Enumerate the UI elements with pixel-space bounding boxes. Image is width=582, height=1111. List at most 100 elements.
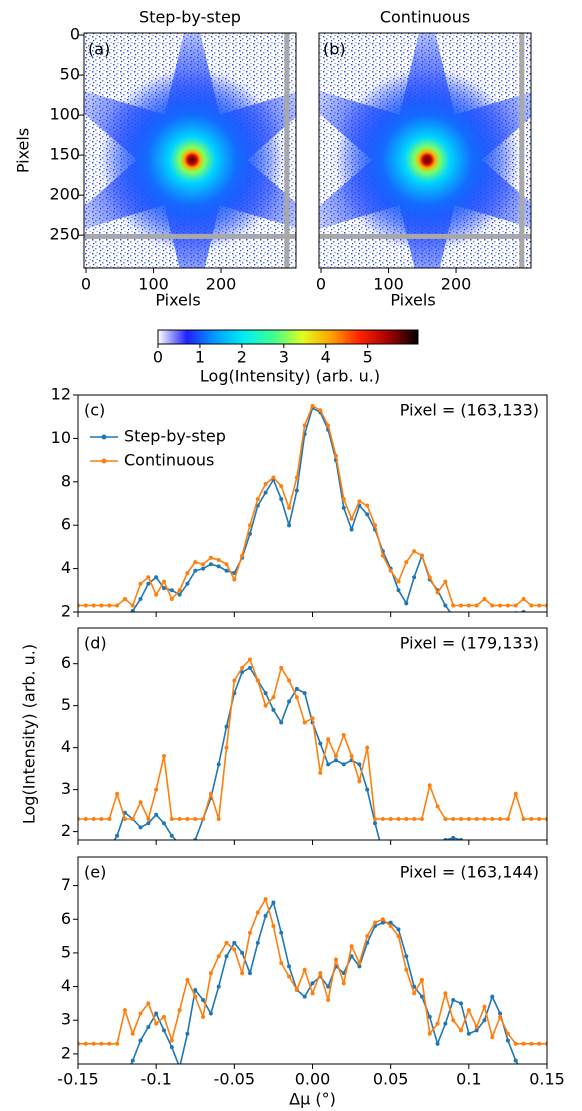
data-point (419, 817, 424, 822)
data-point (177, 817, 182, 822)
data-point (357, 499, 362, 504)
y-tick-label: 200 (49, 185, 80, 204)
data-point (224, 954, 229, 959)
data-point (427, 1031, 432, 1036)
data-point (83, 1041, 88, 1046)
data-point (271, 924, 276, 928)
x-tick-label: 0.1 (456, 1070, 481, 1089)
data-point (318, 971, 323, 976)
data-point (302, 691, 307, 696)
data-point (482, 614, 486, 618)
data-point (521, 1041, 526, 1046)
data-point (388, 568, 393, 573)
data-point (466, 1008, 471, 1013)
data-point (169, 833, 174, 838)
data-point (177, 588, 182, 593)
data-point (193, 987, 198, 992)
data-point (154, 812, 159, 817)
data-point (208, 562, 213, 567)
data-point (91, 817, 96, 822)
data-point (122, 1008, 127, 1013)
data-point (482, 851, 486, 855)
detector-gap-horizontal (84, 233, 296, 239)
data-point (177, 1008, 182, 1013)
data-point (326, 984, 331, 989)
data-point (381, 851, 385, 855)
data-point (521, 817, 526, 822)
data-point (138, 800, 143, 805)
data-point (146, 817, 151, 822)
data-point (294, 987, 299, 992)
data-point (341, 505, 346, 510)
data-point (247, 971, 252, 976)
data-point (287, 974, 292, 979)
legend-label: Step-by-step (124, 427, 226, 446)
x-tick-label: 200 (206, 275, 237, 294)
data-point (451, 817, 456, 822)
y-tick-label: 4 (61, 976, 71, 995)
data-point (482, 1018, 487, 1023)
data-point (169, 817, 174, 822)
data-point (138, 581, 143, 586)
data-point (240, 670, 245, 675)
data-point (302, 423, 307, 428)
data-point (506, 612, 510, 616)
data-point (185, 581, 190, 586)
x-tick-label: 3 (279, 348, 289, 367)
data-point (459, 1001, 464, 1006)
data-point (154, 1021, 159, 1026)
data-point (263, 913, 268, 918)
data-point (161, 579, 166, 584)
data-point (435, 804, 440, 809)
y-tick-label: 2 (61, 602, 71, 621)
data-point (240, 665, 245, 670)
data-point (138, 825, 143, 830)
x-tick-label: 5 (363, 348, 373, 367)
data-point (107, 817, 112, 822)
data-point (529, 612, 533, 616)
data-point (310, 981, 315, 986)
data-point (537, 603, 542, 608)
data-point (498, 612, 502, 616)
data-point (522, 1072, 526, 1076)
data-point (130, 1031, 135, 1036)
data-point (99, 817, 104, 822)
data-point (428, 851, 432, 855)
data-point (310, 403, 315, 408)
data-point (130, 603, 135, 608)
data-point (326, 762, 331, 767)
data-point (76, 1102, 80, 1106)
data-point (318, 770, 323, 775)
data-point (91, 603, 96, 608)
data-point (404, 967, 409, 972)
data-point (466, 817, 471, 822)
data-point (388, 920, 393, 925)
data-point (474, 1028, 479, 1033)
data-point (279, 484, 284, 489)
data-point (138, 596, 143, 601)
data-point (185, 977, 190, 982)
y-tick-label: 3 (61, 1010, 71, 1029)
data-point (177, 592, 182, 597)
data-point (302, 720, 307, 725)
data-point (412, 549, 417, 554)
data-point (115, 603, 120, 608)
data-point (287, 678, 292, 683)
data-point (396, 588, 401, 593)
data-point (412, 575, 417, 580)
y-axis-label: Pixels (14, 128, 33, 173)
data-point (513, 791, 518, 796)
data-point (83, 603, 88, 608)
data-point (529, 603, 534, 608)
data-point (123, 619, 127, 623)
data-point (185, 817, 190, 822)
frame (83, 32, 297, 269)
data-point (279, 497, 284, 502)
frame (77, 627, 548, 841)
data-point (271, 707, 276, 712)
data-point (529, 817, 534, 822)
data-point (123, 1075, 127, 1079)
x-tick-label: -0.05 (214, 1070, 255, 1089)
data-point (201, 998, 206, 1003)
y-tick-label: 12 (51, 385, 71, 404)
